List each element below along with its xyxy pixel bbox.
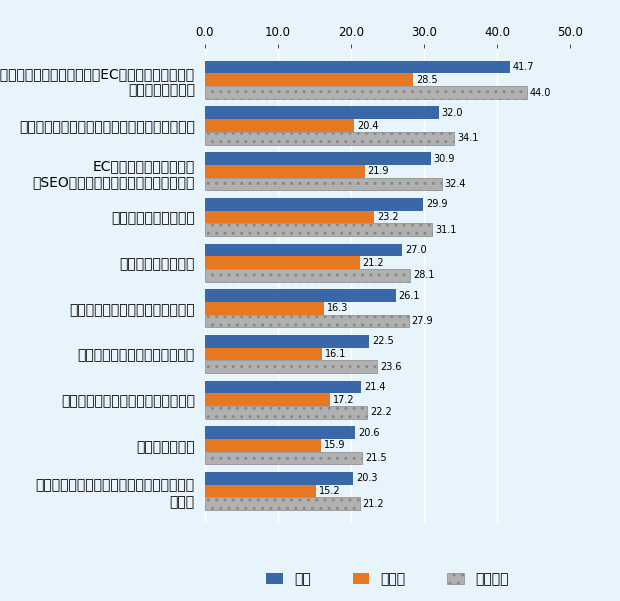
Text: 31.1: 31.1 <box>435 225 456 234</box>
Text: 28.1: 28.1 <box>413 270 435 280</box>
Bar <box>205 86 526 99</box>
Text: 15.9: 15.9 <box>324 441 345 450</box>
Bar <box>205 406 367 419</box>
Bar <box>205 132 454 145</box>
Bar <box>205 302 324 315</box>
Text: 22.5: 22.5 <box>372 337 394 346</box>
Bar <box>205 485 316 498</box>
Text: 21.2: 21.2 <box>363 499 384 509</box>
Bar <box>205 394 330 406</box>
Text: 44.0: 44.0 <box>529 88 551 97</box>
Bar <box>205 106 439 119</box>
Bar <box>205 315 409 328</box>
Text: 21.4: 21.4 <box>364 382 386 392</box>
Bar <box>205 472 353 485</box>
Text: 20.3: 20.3 <box>356 474 378 483</box>
Text: 21.2: 21.2 <box>363 258 384 267</box>
Bar <box>205 380 361 394</box>
Bar <box>205 61 510 73</box>
Bar <box>205 177 441 191</box>
Text: 16.1: 16.1 <box>326 349 347 359</box>
Text: 30.9: 30.9 <box>433 153 455 163</box>
Bar <box>205 452 362 465</box>
Bar <box>205 256 360 269</box>
Text: 32.4: 32.4 <box>445 179 466 189</box>
Bar <box>205 269 410 282</box>
Text: 34.1: 34.1 <box>457 133 479 143</box>
Bar <box>205 361 377 373</box>
Text: 20.4: 20.4 <box>356 121 378 130</box>
Bar <box>205 210 374 223</box>
Bar <box>205 152 431 165</box>
Text: 23.6: 23.6 <box>380 362 402 372</box>
Text: 27.0: 27.0 <box>405 245 427 255</box>
Text: 41.7: 41.7 <box>513 62 534 72</box>
Bar <box>205 335 370 348</box>
Text: 15.2: 15.2 <box>319 486 340 496</box>
Text: 32.0: 32.0 <box>441 108 463 118</box>
Bar <box>205 119 354 132</box>
Bar <box>205 289 396 302</box>
Text: 29.9: 29.9 <box>427 199 448 209</box>
Bar <box>205 439 321 452</box>
Text: 27.9: 27.9 <box>412 316 433 326</box>
Text: 28.5: 28.5 <box>416 75 438 85</box>
Bar <box>205 223 432 236</box>
Bar <box>205 73 413 86</box>
Text: 21.9: 21.9 <box>368 166 389 176</box>
Bar <box>205 243 402 256</box>
Text: 21.5: 21.5 <box>365 453 386 463</box>
Text: 17.2: 17.2 <box>334 395 355 404</box>
Text: 16.3: 16.3 <box>327 304 348 313</box>
Text: 23.2: 23.2 <box>377 212 399 222</box>
Bar <box>205 348 322 361</box>
Bar <box>205 426 355 439</box>
Legend: 全体, 大企業, 中小企業: 全体, 大企業, 中小企業 <box>261 567 514 592</box>
Bar <box>205 198 423 210</box>
Text: 20.6: 20.6 <box>358 428 379 438</box>
Bar <box>205 165 365 177</box>
Bar <box>205 498 360 510</box>
Text: 22.2: 22.2 <box>370 407 392 418</box>
Text: 26.1: 26.1 <box>399 291 420 300</box>
